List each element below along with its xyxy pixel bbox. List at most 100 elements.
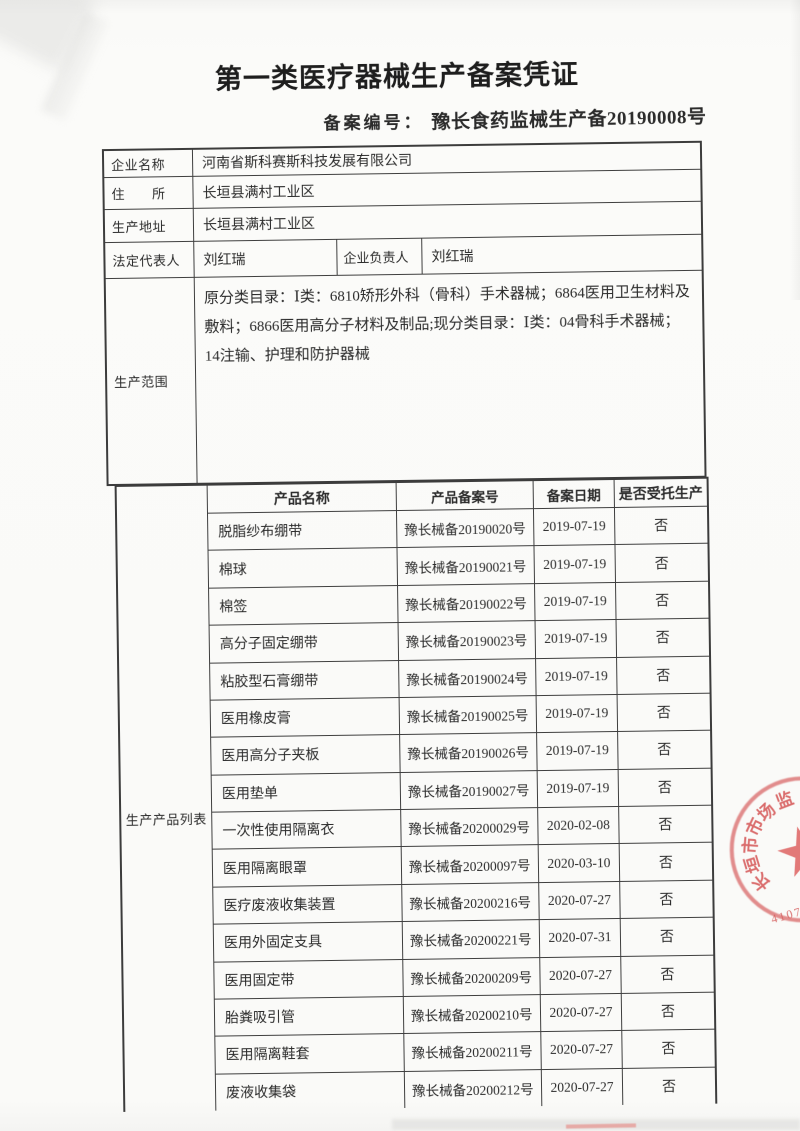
production-address-label: 生产地址 bbox=[111, 218, 167, 235]
product-list-main: 产品名称 产品备案号 备案日期 是否受托生产 脱脂纱布绷带豫长械备2019002… bbox=[206, 478, 716, 1111]
cell-filing-date: 2020-07-31 bbox=[538, 919, 621, 957]
cell-product-reg-no: 豫长械备20200216号 bbox=[401, 882, 539, 922]
cell-product-name: 医疗废液收集装置 bbox=[223, 897, 336, 915]
cell-product-reg-no: 豫长械备20200221号 bbox=[401, 920, 540, 959]
stamp-arc-char: 场 bbox=[754, 799, 780, 825]
cell-product-name: 医用隔离眼罩 bbox=[222, 860, 308, 878]
cell-entrusted: 否 bbox=[621, 1029, 715, 1068]
enterprise-manager-label: 企业负责人 bbox=[336, 238, 422, 275]
header-product-name: 产品名称 bbox=[273, 491, 330, 508]
cell-entrusted: 否 bbox=[618, 805, 712, 844]
cell-product-reg-no: 豫长械备20200097号 bbox=[400, 845, 539, 884]
cell-filing-date: 2019-07-19 bbox=[535, 694, 618, 733]
cell-entrusted: 否 bbox=[620, 992, 715, 1031]
stamp-arc-char: 监 bbox=[772, 788, 796, 813]
cell-product-name: 高分子固定绷带 bbox=[219, 636, 318, 653]
cell-entrusted: 否 bbox=[613, 506, 708, 545]
cell-product-reg-no: 豫长械备20190025号 bbox=[398, 695, 537, 735]
stamp-arc-chars: 长垣市市场监 bbox=[0, 0, 796, 895]
cell-product-name: 脱脂纱布绷带 bbox=[218, 524, 303, 541]
production-scope-label: 生产范围 bbox=[114, 374, 169, 390]
cell-filing-date: 2019-07-19 bbox=[534, 620, 617, 658]
cell-filing-date: 2019-07-19 bbox=[532, 508, 615, 546]
cell-filing-date: 2020-03-10 bbox=[537, 844, 620, 882]
cell-filing-date: 2019-07-19 bbox=[536, 732, 618, 770]
cell-entrusted: 否 bbox=[617, 730, 711, 769]
cell-product-reg-no: 豫长械备20190022号 bbox=[397, 583, 535, 623]
legal-representative-label: 法定代表人 bbox=[112, 253, 181, 269]
cell-filing-date: 2019-07-19 bbox=[535, 657, 617, 695]
cell-product-name: 胎粪吸引管 bbox=[224, 1010, 296, 1027]
cell-product-name: 棉球 bbox=[218, 562, 247, 579]
cell-filing-date: 2019-07-19 bbox=[533, 545, 615, 583]
cell-entrusted: 否 bbox=[616, 693, 711, 732]
cell-product-name: 废液收集袋 bbox=[225, 1085, 297, 1102]
cell-product-name: 医用高分子夹板 bbox=[221, 748, 320, 765]
enterprise-manager-value: 刘红瑞 bbox=[421, 234, 702, 274]
cell-product-reg-no: 豫长械备20190023号 bbox=[397, 621, 536, 660]
cell-product-reg-no: 豫长械备20200212号 bbox=[403, 1069, 542, 1108]
stamp-serial: 41072 bbox=[769, 901, 800, 927]
cell-product-name: 医用隔离鞋套 bbox=[225, 1047, 310, 1064]
cell-filing-date: 2020-07-27 bbox=[540, 1068, 623, 1107]
filing-number-value: 豫长食药监械生产备20190008号 bbox=[431, 106, 707, 134]
cell-product-reg-no: 豫长械备20200211号 bbox=[403, 1032, 541, 1071]
cell-product-name: 医用垫单 bbox=[221, 786, 279, 803]
product-list-section-label: 生产产品列表 bbox=[125, 811, 207, 828]
cell-entrusted: 否 bbox=[615, 618, 710, 657]
cell-product-name: 粘胶型石膏绷带 bbox=[220, 673, 319, 691]
scan-artifact-red-mark bbox=[565, 1123, 637, 1129]
cell-product-reg-no: 豫长械备20200210号 bbox=[402, 994, 541, 1034]
cell-product-reg-no: 豫长械备20190026号 bbox=[399, 733, 537, 772]
cell-product-reg-no: 豫长械备20190027号 bbox=[399, 770, 538, 810]
cell-filing-date: 2019-07-19 bbox=[534, 582, 616, 621]
cell-entrusted: 否 bbox=[614, 544, 708, 582]
residence-label: 住 所 bbox=[111, 186, 166, 202]
table-row: 废液收集袋 豫长械备20200212号 2020-07-27 否 bbox=[215, 1066, 716, 1111]
star-icon: ★ bbox=[765, 809, 800, 895]
filing-number-label: 备案编号： bbox=[323, 112, 424, 134]
legal-representative-value: 刘红瑞 bbox=[193, 239, 337, 277]
cell-product-name: 医用橡皮膏 bbox=[220, 711, 291, 728]
stamp-arc-char: 垣 bbox=[741, 853, 765, 876]
cell-product-name: 一次性使用隔离衣 bbox=[222, 823, 335, 840]
cell-entrusted: 否 bbox=[619, 880, 713, 919]
cell-product-reg-no: 豫长械备20190024号 bbox=[398, 658, 536, 697]
company-name-label: 企业名称 bbox=[111, 156, 166, 173]
cell-entrusted: 否 bbox=[618, 843, 713, 881]
cell-filing-date: 2020-02-08 bbox=[537, 806, 619, 845]
cell-product-name: 棉签 bbox=[219, 600, 248, 616]
cell-entrusted: 否 bbox=[619, 917, 714, 956]
product-rows: 脱脂纱布绷带 豫长械备20190020号 2019-07-19 否棉球 豫长械备2019… bbox=[207, 505, 716, 1111]
cell-filing-date: 2020-07-27 bbox=[538, 881, 620, 920]
stamp-circle bbox=[728, 775, 800, 924]
cell-filing-date: 2020-07-27 bbox=[539, 956, 621, 994]
cell-filing-date: 2020-07-27 bbox=[540, 1031, 622, 1069]
cell-filing-date: 2020-07-27 bbox=[539, 993, 622, 1032]
cell-product-reg-no: 豫长械备20190021号 bbox=[396, 546, 534, 585]
cell-entrusted: 否 bbox=[621, 1067, 716, 1105]
cell-product-reg-no: 豫长械备20190020号 bbox=[395, 509, 534, 548]
cell-product-name: 医用外固定支具 bbox=[223, 935, 323, 952]
cell-product-reg-no: 豫长械备20200209号 bbox=[402, 957, 540, 996]
header-filing-date: 备案日期 bbox=[532, 480, 614, 509]
filing-number-line: 备案编号： 豫长食药监械生产备20190008号 bbox=[323, 103, 706, 135]
header-entrusted: 是否受托生产 bbox=[613, 478, 707, 508]
production-scope-value: 原分类目录：Ⅰ类：6810矫形外科（骨科）手术器械；6864医用卫生材料及敷料；… bbox=[203, 283, 690, 365]
cell-entrusted: 否 bbox=[617, 768, 712, 806]
page-title: 第一类医疗器械生产备案凭证 bbox=[214, 59, 580, 95]
company-info-table: 企业名称 河南省斯科赛斯科技发展有限公司 住 所 长垣县满村工业区 生产地址 长… bbox=[101, 140, 707, 487]
stamp-arc-char: 长 bbox=[749, 869, 775, 895]
stamp-arc-char: 市 bbox=[740, 836, 761, 855]
stamp-arc-char: 市 bbox=[743, 815, 768, 839]
cell-entrusted: 否 bbox=[615, 581, 709, 620]
table-row: 生产范围 原分类目录：Ⅰ类：6810矫形外科（骨科）手术器械；6864医用卫生材… bbox=[105, 269, 705, 485]
cell-entrusted: 否 bbox=[616, 656, 710, 694]
product-list-table: 生产产品列表 产品名称 产品备案号 备案日期 是否受托生产 脱脂纱布绷带豫长械备… bbox=[114, 476, 718, 1112]
cell-entrusted: 否 bbox=[620, 955, 714, 993]
cell-filing-date: 2019-07-19 bbox=[536, 769, 619, 808]
cell-product-name: 医用固定带 bbox=[224, 973, 295, 990]
header-product-reg-no: 产品备案号 bbox=[395, 481, 533, 511]
